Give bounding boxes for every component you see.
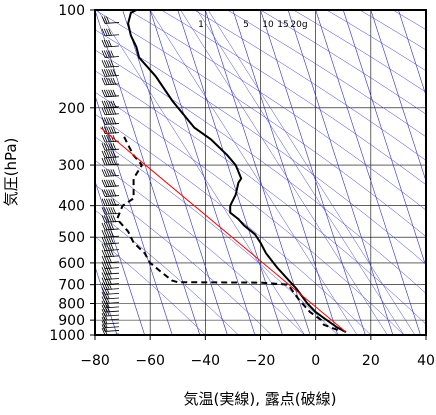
mixing-ratio-label: 10 [262,20,274,30]
y-tick-label: 700 [58,278,85,294]
dry-adiabat-line [294,10,436,335]
dry-adiabat-line [128,10,436,335]
wind-barb [102,40,119,47]
x-tick-label: −80 [80,353,110,369]
y-tick-label: 400 [58,199,85,215]
isotherm-line [95,10,200,335]
y-tick-label: 500 [58,230,85,246]
wind-barb [102,215,119,222]
isotherm-line [426,10,436,335]
wind-barb [102,127,119,134]
wind-barb [102,78,119,85]
wind-barb [102,108,119,115]
wind-barb [102,321,119,328]
wind-barb [102,237,119,244]
dry-adiabat-line [0,10,371,335]
dry-adiabat-line [0,10,271,335]
mixing-ratio-label: 20g [290,20,307,30]
wind-barb [102,230,119,237]
wind-barb [102,317,119,324]
x-tick-label: 20 [362,353,380,369]
isotherm-line [178,10,283,335]
dry-adiabat-line [194,10,436,335]
x-tick-label: 0 [311,353,320,369]
wind-barb [102,90,119,97]
mixing-ratio-line [150,10,357,335]
isotherm-line [261,10,366,335]
mixing-ratio-label: 1 [198,20,204,30]
y-tick-label: 200 [58,101,85,117]
wind-barb [102,256,119,263]
wind-barb [102,60,119,67]
x-tick-label: −20 [246,353,276,369]
y-axis-label: 気圧(hPa) [2,138,20,207]
dry-adiabat-line [0,10,338,335]
isotherm-line [398,10,436,335]
wind-barb [102,169,119,176]
isotherm-line [316,10,421,335]
x-tick-label: −60 [135,353,165,369]
dry-adiabat-line [360,10,436,335]
mixing-ratio-line [197,10,404,335]
y-tick-label: 800 [58,297,85,313]
isotherm-line [343,10,436,335]
dry-adiabat-line [0,10,305,335]
y-tick-label: 300 [58,158,85,174]
y-tick-label: 1000 [49,328,85,344]
x-tick-label: 40 [417,353,435,369]
wind-barb [102,199,119,206]
dry-adiabat-line [29,10,436,335]
x-tick-label: −40 [191,353,221,369]
wind-barb [102,69,119,76]
wind-barb [102,50,119,57]
y-tick-label: 600 [58,256,85,272]
wind-barb [102,180,119,187]
wind-barb [102,16,119,23]
parcel-path-line [101,128,347,333]
dry-adiabat-line [426,10,436,335]
wind-barb [102,3,119,10]
wind-barb [102,328,119,335]
wind-barb [102,101,119,108]
mixing-ratio-label: 5 [243,20,249,30]
wind-barb [102,250,119,257]
mixing-ratio-label: 15 [277,20,288,30]
y-tick-label: 900 [58,313,85,329]
temperature-line [128,10,346,332]
wind-barb [102,190,119,197]
y-tick-label: 100 [58,3,85,19]
dry-adiabat-line [0,10,205,335]
x-axis-label: 気温(実線), 露点(破線) [184,390,337,408]
